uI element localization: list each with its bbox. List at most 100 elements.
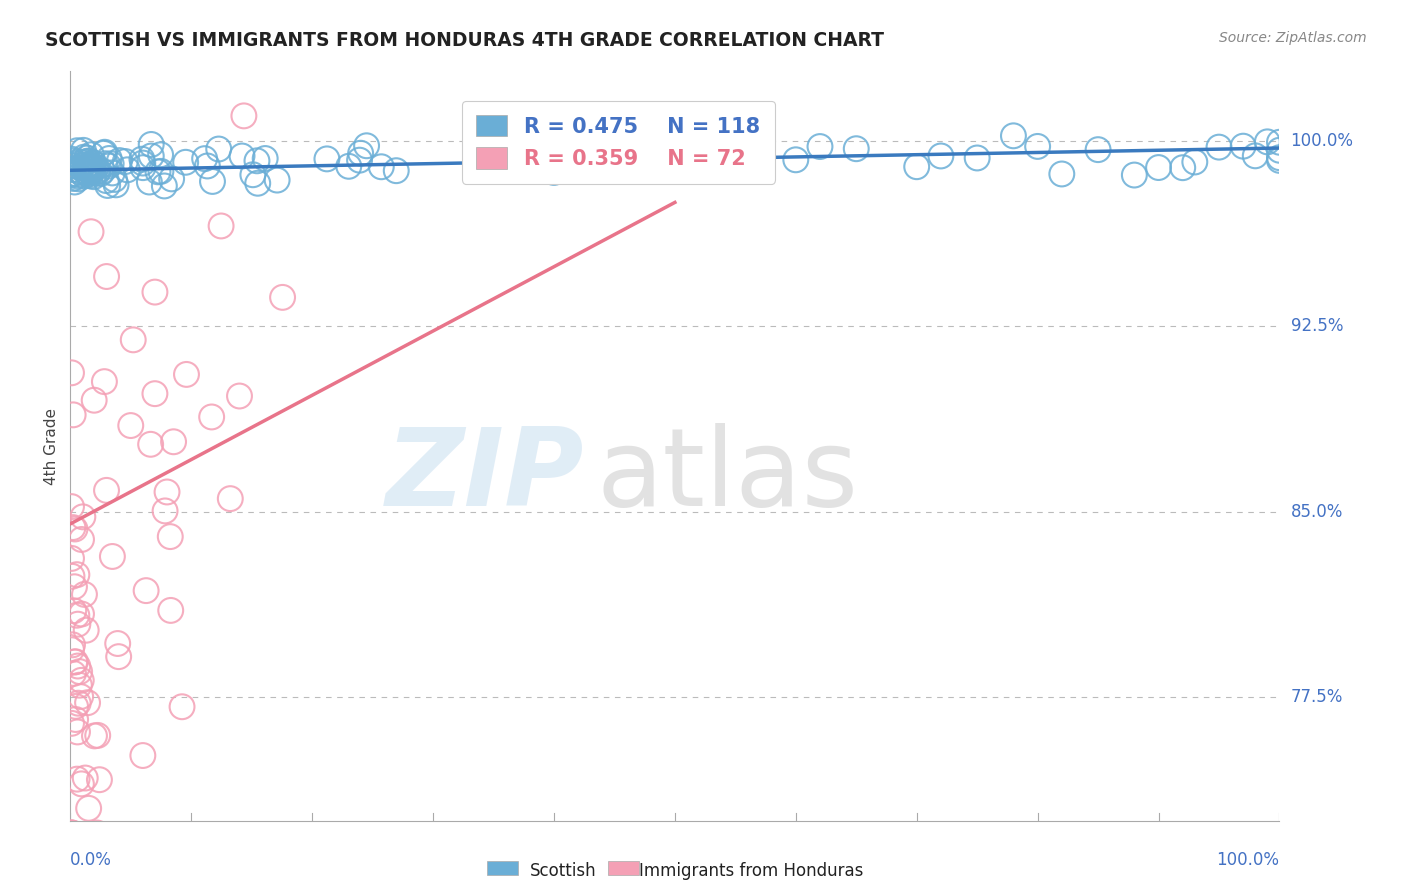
Point bbox=[62, 162, 84, 177]
Point bbox=[209, 219, 232, 233]
Point bbox=[143, 285, 166, 299]
Point bbox=[785, 153, 807, 167]
Point bbox=[1184, 155, 1206, 169]
Point bbox=[76, 154, 98, 169]
Point bbox=[117, 162, 139, 177]
Point bbox=[66, 144, 89, 158]
Point bbox=[66, 608, 89, 623]
Point bbox=[70, 673, 93, 688]
Point bbox=[1026, 139, 1049, 153]
Point bbox=[77, 161, 100, 175]
Point bbox=[141, 137, 163, 152]
Point bbox=[101, 166, 124, 180]
Point bbox=[63, 580, 86, 594]
Point bbox=[350, 146, 373, 161]
Point bbox=[101, 549, 124, 564]
Point bbox=[1123, 168, 1146, 182]
Point bbox=[201, 409, 224, 424]
Point bbox=[69, 665, 91, 679]
Point bbox=[114, 154, 136, 169]
Point bbox=[93, 146, 115, 161]
Point bbox=[66, 772, 89, 786]
Point bbox=[79, 159, 101, 173]
Point bbox=[69, 690, 91, 704]
Point bbox=[929, 149, 952, 163]
Point bbox=[70, 533, 93, 547]
Point bbox=[93, 145, 115, 160]
Point bbox=[60, 826, 83, 840]
Point bbox=[271, 290, 294, 304]
Point bbox=[76, 696, 98, 710]
Text: 100.0%: 100.0% bbox=[1216, 851, 1279, 869]
Point bbox=[159, 530, 181, 544]
Point bbox=[1268, 151, 1291, 165]
Point bbox=[93, 375, 115, 389]
Point bbox=[60, 366, 83, 380]
Point bbox=[97, 159, 120, 173]
Point bbox=[62, 167, 84, 181]
Point bbox=[86, 826, 108, 840]
Point bbox=[316, 152, 339, 166]
Point bbox=[66, 567, 89, 582]
Point bbox=[82, 155, 104, 169]
Point bbox=[94, 157, 117, 171]
Point bbox=[67, 696, 90, 710]
Point bbox=[370, 160, 392, 174]
Point bbox=[194, 152, 217, 166]
Point bbox=[60, 826, 83, 840]
Point bbox=[67, 171, 90, 186]
Point bbox=[228, 389, 250, 403]
Point bbox=[60, 716, 83, 731]
Point bbox=[132, 748, 155, 763]
Point bbox=[73, 163, 96, 178]
Point bbox=[159, 603, 181, 617]
Point bbox=[69, 165, 91, 179]
Point bbox=[162, 434, 184, 449]
FancyBboxPatch shape bbox=[488, 861, 517, 874]
Point bbox=[79, 158, 101, 172]
Y-axis label: 4th Grade: 4th Grade bbox=[44, 408, 59, 484]
Point bbox=[103, 172, 125, 186]
Point bbox=[97, 178, 120, 193]
Point bbox=[153, 504, 176, 518]
Point bbox=[232, 109, 254, 123]
FancyBboxPatch shape bbox=[609, 861, 638, 874]
Point bbox=[146, 165, 169, 179]
Point bbox=[149, 147, 172, 161]
Point bbox=[87, 164, 110, 178]
Point bbox=[543, 165, 565, 179]
Point bbox=[105, 178, 128, 192]
Point bbox=[72, 144, 94, 158]
Point bbox=[67, 678, 90, 692]
Point bbox=[66, 725, 89, 739]
Point bbox=[96, 269, 118, 284]
Point bbox=[208, 142, 231, 156]
Point bbox=[141, 149, 163, 163]
Point bbox=[131, 152, 153, 166]
Point bbox=[60, 159, 83, 173]
Point bbox=[905, 160, 928, 174]
Point bbox=[1171, 161, 1194, 175]
Point bbox=[100, 157, 122, 171]
Point bbox=[60, 551, 83, 566]
Point bbox=[242, 168, 264, 182]
Point bbox=[664, 161, 686, 176]
Point bbox=[86, 166, 108, 180]
Point bbox=[76, 151, 98, 165]
Point bbox=[1256, 135, 1278, 149]
Point bbox=[62, 171, 84, 186]
Point bbox=[65, 713, 87, 727]
Point bbox=[65, 699, 87, 714]
Point bbox=[63, 522, 86, 536]
Point bbox=[1268, 135, 1291, 149]
Point bbox=[83, 393, 105, 408]
Point bbox=[138, 175, 160, 189]
Point bbox=[60, 500, 83, 514]
Point bbox=[80, 225, 103, 239]
Text: 100.0%: 100.0% bbox=[1291, 132, 1354, 150]
Text: atlas: atlas bbox=[596, 423, 858, 529]
Point bbox=[143, 386, 166, 401]
Point bbox=[845, 142, 868, 156]
Point bbox=[77, 167, 100, 181]
Point bbox=[1268, 143, 1291, 157]
